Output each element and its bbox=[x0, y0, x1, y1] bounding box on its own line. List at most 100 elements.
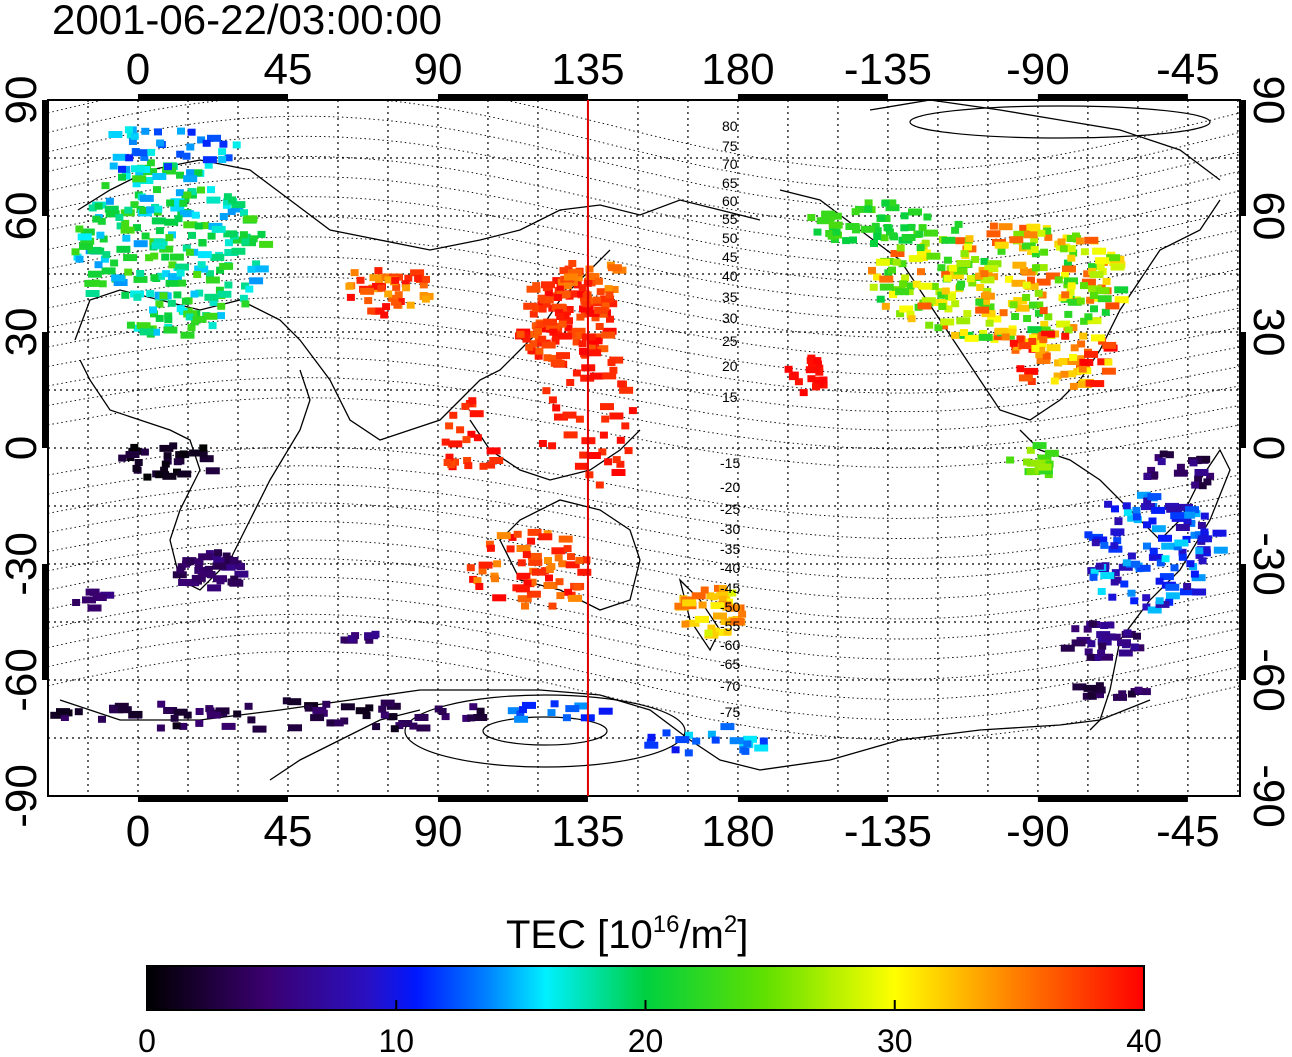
tec-point bbox=[468, 397, 477, 405]
tec-point bbox=[1081, 278, 1096, 286]
tec-point bbox=[79, 242, 93, 250]
tec-point bbox=[566, 379, 575, 386]
tec-point bbox=[1083, 625, 1092, 633]
tec-point bbox=[852, 226, 860, 234]
tec-point bbox=[1212, 529, 1227, 537]
tec-point bbox=[564, 265, 573, 273]
tec-point bbox=[1126, 560, 1140, 568]
tec-point bbox=[572, 369, 581, 377]
coastline bbox=[869, 100, 1221, 181]
tec-point bbox=[558, 320, 567, 328]
tec-point bbox=[197, 251, 212, 259]
mag-lat-label-north: 30 bbox=[722, 310, 738, 326]
tec-point bbox=[1194, 469, 1209, 476]
tec-point bbox=[695, 615, 709, 623]
tec-point bbox=[870, 240, 878, 247]
tec-point bbox=[77, 233, 92, 241]
tec-point bbox=[1033, 264, 1048, 272]
tec-point bbox=[224, 239, 233, 247]
tec-point bbox=[139, 177, 154, 184]
mag-lat-label-south: -25 bbox=[720, 501, 740, 517]
tec-point bbox=[1084, 648, 1093, 656]
tec-point bbox=[916, 244, 925, 252]
tec-point bbox=[1100, 541, 1109, 549]
tec-point bbox=[1142, 688, 1151, 696]
left-lat-label: 30 bbox=[0, 308, 46, 357]
tec-point bbox=[1027, 276, 1035, 284]
tec-point bbox=[563, 273, 578, 281]
tec-point bbox=[1050, 377, 1059, 385]
tec-point bbox=[869, 283, 878, 291]
tec-point bbox=[186, 558, 195, 566]
left-lat-label: -30 bbox=[0, 532, 46, 596]
tec-point bbox=[915, 230, 924, 238]
colorbar-tick-label: 10 bbox=[378, 1023, 414, 1057]
tec-point bbox=[176, 305, 185, 313]
tec-point bbox=[980, 270, 989, 278]
tec-point bbox=[205, 467, 220, 475]
tec-point bbox=[199, 450, 208, 458]
tec-point bbox=[491, 575, 499, 583]
tec-point bbox=[1159, 450, 1168, 458]
tec-point bbox=[1035, 301, 1044, 309]
tec-point bbox=[1070, 344, 1079, 352]
tec-point bbox=[1058, 358, 1073, 365]
tec-point bbox=[121, 291, 130, 299]
tec-point bbox=[527, 552, 542, 560]
tec-point bbox=[585, 471, 594, 479]
frame-tick-bar bbox=[737, 796, 888, 802]
tec-point bbox=[1030, 236, 1039, 244]
tec-point bbox=[901, 274, 910, 282]
tec-point bbox=[1200, 512, 1209, 520]
tec-point bbox=[197, 570, 206, 578]
tec-point bbox=[538, 305, 547, 313]
mag-lat-label-south: -65 bbox=[720, 656, 740, 672]
tec-point bbox=[1206, 472, 1215, 480]
tec-point bbox=[198, 239, 207, 246]
tec-point bbox=[1054, 359, 1063, 367]
tec-point bbox=[1165, 583, 1180, 591]
tec-point bbox=[562, 411, 577, 419]
tec-point bbox=[150, 310, 158, 318]
tec-point bbox=[860, 225, 875, 233]
tec-point bbox=[821, 210, 836, 218]
tec-point bbox=[207, 584, 222, 592]
tec-point bbox=[943, 274, 952, 282]
tec-point bbox=[582, 300, 591, 308]
frame-tick-bar bbox=[437, 796, 588, 802]
tec-point bbox=[164, 218, 179, 226]
tec-point bbox=[195, 289, 204, 297]
tec-point bbox=[868, 266, 876, 274]
tec-point bbox=[1111, 569, 1120, 577]
tec-point bbox=[1026, 223, 1041, 231]
tec-point bbox=[162, 472, 177, 480]
tec-point bbox=[1143, 473, 1152, 480]
tec-point bbox=[549, 328, 558, 336]
mag-lat-label-south: -20 bbox=[720, 479, 740, 495]
tec-point bbox=[1113, 693, 1127, 701]
tec-point bbox=[943, 256, 952, 264]
tec-point bbox=[1031, 345, 1040, 352]
tec-point bbox=[1032, 442, 1047, 450]
tec-point bbox=[1192, 588, 1207, 596]
tec-point bbox=[124, 126, 133, 134]
tec-point bbox=[181, 195, 190, 203]
tec-point bbox=[164, 312, 173, 320]
tec-point bbox=[832, 228, 841, 236]
tec-point bbox=[326, 719, 335, 727]
tec-point bbox=[141, 127, 150, 135]
tec-point bbox=[130, 443, 139, 451]
tec-point bbox=[124, 268, 133, 276]
tec-point bbox=[1060, 370, 1069, 378]
bottom-lon-label: 135 bbox=[551, 807, 624, 856]
tec-point bbox=[873, 273, 882, 281]
bottom-lon-label: 45 bbox=[263, 807, 312, 856]
tec-point bbox=[173, 458, 182, 466]
tec-point bbox=[789, 372, 798, 380]
tec-point bbox=[1072, 683, 1087, 691]
tec-point bbox=[523, 302, 538, 310]
tec-point bbox=[218, 148, 227, 156]
tec-point bbox=[243, 215, 258, 223]
tec-point bbox=[1097, 358, 1112, 366]
tec-point bbox=[1079, 332, 1088, 340]
